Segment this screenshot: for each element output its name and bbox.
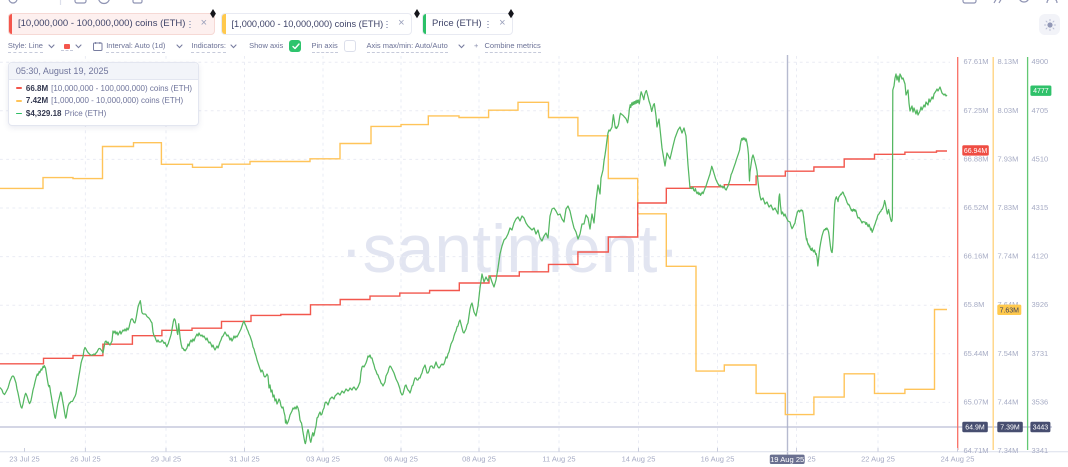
- svg-text:3341: 3341: [1032, 446, 1049, 455]
- svg-text:4510: 4510: [1032, 154, 1049, 163]
- svg-text:29 Jul 25: 29 Jul 25: [151, 455, 181, 464]
- svg-text:7.54M: 7.54M: [998, 349, 1019, 358]
- svg-text:08 Aug 25: 08 Aug 25: [462, 455, 496, 464]
- svg-text:7.74M: 7.74M: [998, 252, 1019, 261]
- svg-text:3443: 3443: [1033, 425, 1049, 432]
- svg-text:65.8M: 65.8M: [964, 300, 985, 309]
- svg-text:06 Aug 25: 06 Aug 25: [384, 455, 418, 464]
- svg-text:3731: 3731: [1032, 349, 1049, 358]
- svg-text:66.94M: 66.94M: [964, 148, 988, 155]
- svg-text:03 Aug 25: 03 Aug 25: [306, 455, 340, 464]
- svg-text:65.07M: 65.07M: [964, 397, 989, 406]
- svg-text:67.61M: 67.61M: [964, 57, 989, 66]
- svg-text:4315: 4315: [1032, 203, 1049, 212]
- svg-text:7.44M: 7.44M: [998, 397, 1019, 406]
- svg-text:64.71M: 64.71M: [964, 446, 989, 455]
- svg-text:7.83M: 7.83M: [998, 203, 1019, 212]
- svg-text:4777: 4777: [1033, 88, 1049, 95]
- svg-text:19 Aug 25: 19 Aug 25: [770, 455, 804, 464]
- svg-text:65.44M: 65.44M: [964, 349, 989, 358]
- svg-text:24 Aug 25: 24 Aug 25: [941, 455, 975, 464]
- svg-text:7.63M: 7.63M: [1000, 307, 1020, 314]
- svg-text:7.39M: 7.39M: [1000, 425, 1020, 432]
- svg-text:66.88M: 66.88M: [964, 154, 989, 163]
- svg-text:23 Jul 25: 23 Jul 25: [9, 455, 39, 464]
- svg-text:31 Jul 25: 31 Jul 25: [229, 455, 259, 464]
- svg-text:4705: 4705: [1032, 106, 1049, 115]
- svg-text:66.16M: 66.16M: [964, 252, 989, 261]
- svg-text:16 Aug 25: 16 Aug 25: [701, 455, 735, 464]
- svg-text:22 Aug 25: 22 Aug 25: [861, 455, 895, 464]
- svg-text:8.03M: 8.03M: [998, 106, 1019, 115]
- svg-text:26 Jul 25: 26 Jul 25: [70, 455, 100, 464]
- svg-text:4120: 4120: [1032, 252, 1049, 261]
- svg-text:7.34M: 7.34M: [998, 446, 1019, 455]
- svg-text:14 Aug 25: 14 Aug 25: [622, 455, 656, 464]
- svg-text:11 Aug 25: 11 Aug 25: [542, 455, 575, 464]
- svg-text:·santiment·: ·santiment·: [340, 211, 680, 287]
- svg-text:3926: 3926: [1032, 300, 1049, 309]
- svg-text:3536: 3536: [1032, 397, 1049, 406]
- svg-text:4900: 4900: [1032, 57, 1049, 66]
- svg-text:7.93M: 7.93M: [998, 154, 1019, 163]
- svg-text:64.9M: 64.9M: [965, 425, 985, 432]
- svg-text:66.52M: 66.52M: [964, 203, 989, 212]
- svg-text:67.25M: 67.25M: [964, 106, 989, 115]
- svg-text:8.13M: 8.13M: [998, 57, 1019, 66]
